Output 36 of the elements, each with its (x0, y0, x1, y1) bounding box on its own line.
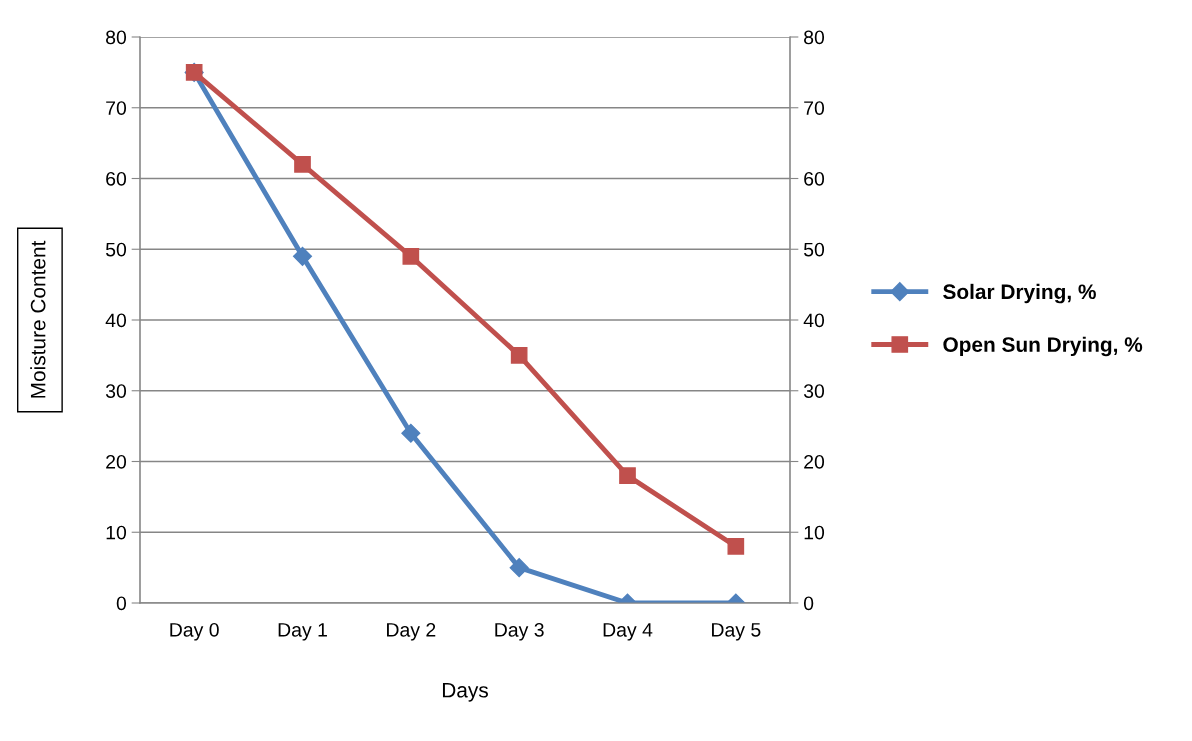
y2-tick-label: 70 (804, 101, 825, 115)
y2-tick-label: 50 (803, 242, 825, 257)
point (619, 467, 636, 484)
x-tick-label: Day 2 (387, 622, 436, 641)
point (292, 246, 313, 266)
y-tick-label: 60 (106, 171, 127, 186)
y-tick-label: 30 (105, 384, 127, 398)
point (510, 347, 528, 364)
legend-label: Open Sun Drying, % (943, 336, 1143, 357)
y-tick-label: 10 (106, 525, 127, 540)
x-tick-label: Day 1 (278, 623, 327, 641)
legend-label: Solar Drying, % (943, 283, 1096, 304)
point (509, 558, 529, 578)
y2-tick-label: 80 (804, 30, 825, 45)
x-tick-label: Day 0 (170, 622, 219, 641)
point (402, 247, 420, 265)
y-tick-label: 20 (106, 454, 127, 469)
point (727, 538, 745, 555)
y2-tick-label: 30 (803, 384, 825, 398)
y-axis-title: Moisture Content (30, 240, 46, 398)
y-tick-label: 50 (105, 242, 127, 257)
y2-tick-label: 40 (803, 313, 825, 328)
y2-tick-label: 0 (803, 596, 814, 611)
point (401, 423, 421, 443)
y2-tick-label: 20 (804, 454, 825, 469)
x-axis-title: Days (442, 683, 488, 702)
y-tick-label: 0 (116, 596, 127, 611)
point (294, 156, 311, 173)
x-tick-label: Day 3 (495, 622, 544, 641)
y-tick-label: 40 (105, 313, 127, 328)
y2-tick-label: 60 (804, 171, 825, 186)
x-tick-label: Day 4 (603, 623, 653, 641)
y-tick-label: 70 (106, 101, 127, 115)
y2-tick-label: 10 (804, 525, 825, 540)
x-tick-label: Day 5 (712, 623, 761, 641)
y-tick-label: 80 (106, 30, 127, 45)
